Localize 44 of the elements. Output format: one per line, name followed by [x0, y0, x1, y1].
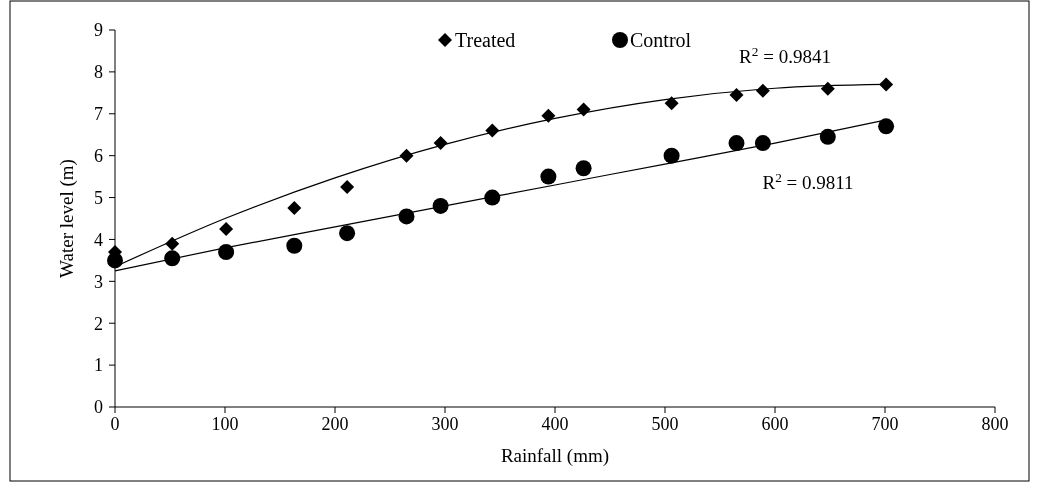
legend-label: Treated	[455, 29, 516, 51]
point	[663, 147, 680, 164]
point	[340, 180, 355, 195]
point	[878, 118, 895, 135]
x-tick-label: 800	[981, 414, 1009, 434]
annotation: R$^{2}$ = 0.9841	[739, 43, 831, 67]
y-axis-title: Water level (m)	[56, 159, 78, 278]
x-axis-title: Rainfall (mm)	[500, 445, 610, 467]
y-tick-label: 1	[94, 355, 103, 376]
x-tick-label: 300	[431, 414, 459, 434]
y-tick-label: 7	[94, 104, 103, 125]
point	[107, 252, 123, 269]
point	[541, 108, 556, 123]
point	[286, 237, 303, 254]
point	[164, 250, 181, 267]
point	[576, 102, 591, 117]
y-tick-label: 6	[94, 145, 103, 166]
point	[540, 168, 557, 185]
x-tick-label: 600	[761, 414, 789, 434]
y-tick-label: 2	[94, 313, 103, 334]
point	[218, 244, 235, 261]
y-tick-label: 4	[94, 229, 103, 250]
x-tick-label: 200	[321, 414, 349, 434]
y-tick-label: 5	[94, 187, 103, 208]
annotation: R$^{2}$ = 0.9811	[762, 169, 854, 193]
legend-label: Control	[630, 29, 692, 51]
point	[664, 96, 679, 111]
x-tick-label: 0	[110, 414, 120, 434]
point	[287, 201, 302, 216]
point	[819, 128, 836, 145]
y-tick-label: 3	[94, 271, 103, 292]
x-tick-label: 500	[651, 414, 679, 434]
point	[729, 87, 744, 102]
point	[219, 221, 234, 236]
x-tick-label: 700	[871, 414, 899, 434]
x-tick-label: 100	[211, 414, 239, 434]
point	[728, 135, 745, 152]
point	[339, 225, 356, 242]
point	[575, 160, 592, 177]
y-tick-label: 0	[94, 397, 103, 418]
x-tick-label: 400	[541, 414, 569, 434]
y-tick-label: 8	[94, 62, 103, 83]
y-tick-label: 9	[94, 20, 103, 41]
point	[879, 77, 894, 92]
